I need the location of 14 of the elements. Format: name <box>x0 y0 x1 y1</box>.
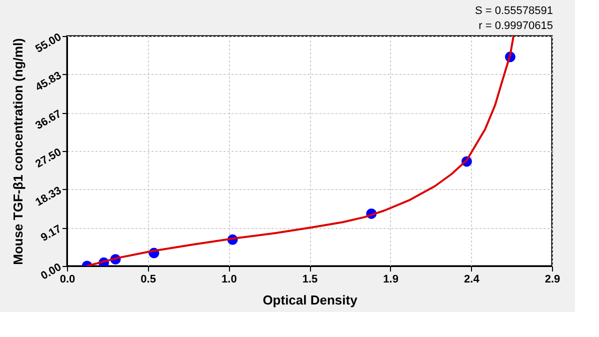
text: r = 0.99970615 <box>478 20 553 32</box>
y-axis-title: Mouse TGF-β1 concentration (ng/ml) <box>10 38 26 265</box>
x-tick-label: 0.0 <box>60 274 76 286</box>
x-axis-title: Optical Density <box>262 292 358 308</box>
y-tick-label: 45.83 <box>34 70 64 94</box>
x-tick-label: 2.4 <box>464 274 480 286</box>
y-tick-label: 55.00 <box>34 31 64 56</box>
x-tick-label: 1.9 <box>383 274 398 286</box>
x-tick-label: 0.5 <box>140 274 156 286</box>
text: S = 0.55578591 <box>475 5 553 17</box>
y-tick-label: 9.17 <box>38 222 64 244</box>
x-tick-label: 1.5 <box>302 274 318 286</box>
x-tick-label: 2.9 <box>544 274 560 286</box>
x-tick-label: 1.0 <box>222 274 237 286</box>
